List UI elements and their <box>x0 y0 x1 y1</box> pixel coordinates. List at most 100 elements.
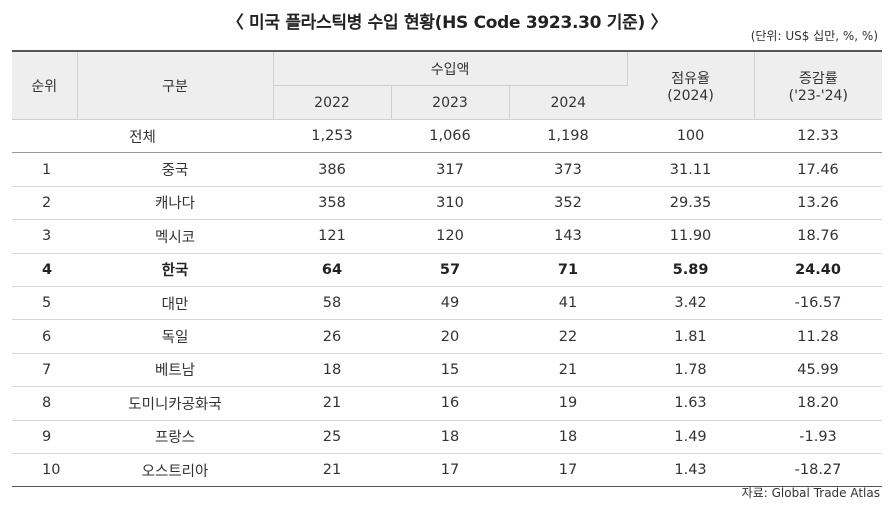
header-year-2022: 2022 <box>273 85 392 120</box>
value-2024-cell: 18 <box>509 420 628 454</box>
value-2024-cell: 352 <box>509 186 628 221</box>
share-cell: 1.43 <box>627 453 755 488</box>
rank-cell: 2 <box>12 186 77 221</box>
change-cell: -16.57 <box>754 286 883 321</box>
header-change-line2: ('23-'24) <box>788 87 848 104</box>
rank-cell: 7 <box>12 353 77 388</box>
value-2022-cell: 21 <box>273 386 391 421</box>
country-cell: 베트남 <box>77 353 273 388</box>
value-2023-cell: 120 <box>391 219 509 254</box>
source-note: 자료: Global Trade Atlas <box>741 486 880 500</box>
header-year-2023: 2023 <box>391 85 510 120</box>
country-cell: 멕시코 <box>77 219 273 254</box>
total-label: 전체 <box>12 119 273 154</box>
header-share-line1: 점유율 <box>671 70 710 87</box>
country-cell: 오스트리아 <box>77 453 273 488</box>
change-cell: -18.27 <box>754 453 883 488</box>
total-2022: 1,253 <box>273 119 391 154</box>
total-row: 전체 1,253 1,066 1,198 100 12.33 <box>12 119 883 154</box>
header-category: 구분 <box>77 50 274 120</box>
table-title: 〈 미국 플라스틱병 수입 현황(HS Code 3923.30 기준) 〉 <box>226 13 668 33</box>
rank-cell: 5 <box>12 286 77 321</box>
value-2024-cell: 71 <box>509 253 628 287</box>
rank-cell: 3 <box>12 219 77 254</box>
header-imports: 수입액 <box>273 50 628 86</box>
share-cell: 1.81 <box>627 319 755 354</box>
value-2023-cell: 15 <box>391 353 509 388</box>
value-2022-cell: 25 <box>273 420 391 454</box>
country-cell: 도미니카공화국 <box>77 386 273 421</box>
value-2024-cell: 143 <box>509 219 628 254</box>
total-2023: 1,066 <box>391 119 509 154</box>
rank-cell: 9 <box>12 420 77 454</box>
value-2024-cell: 41 <box>509 286 628 321</box>
share-cell: 11.90 <box>627 219 755 254</box>
value-2023-cell: 57 <box>391 253 509 287</box>
table-row: 10 오스트리아 21 17 17 1.43 -18.27 <box>12 453 883 488</box>
value-2024-cell: 21 <box>509 353 628 388</box>
value-2024-cell: 373 <box>509 152 628 187</box>
table-row: 1 중국 386 317 373 31.11 17.46 <box>12 152 883 187</box>
change-cell: 18.20 <box>754 386 883 421</box>
change-cell: 11.28 <box>754 319 883 354</box>
unit-note: (단위: US$ 십만, %, %) <box>750 29 878 43</box>
table-row: 4 한국 64 57 71 5.89 24.40 <box>12 253 883 287</box>
value-2024-cell: 22 <box>509 319 628 354</box>
share-cell: 31.11 <box>627 152 755 187</box>
total-change: 12.33 <box>754 119 883 154</box>
share-cell: 3.42 <box>627 286 755 321</box>
value-2022-cell: 386 <box>273 152 391 187</box>
value-2023-cell: 20 <box>391 319 509 354</box>
table-row: 5 대만 58 49 41 3.42 -16.57 <box>12 286 883 321</box>
country-cell: 대만 <box>77 286 273 321</box>
import-table: 순위 구분 수입액 점유율 (2024) 증감률 ('23-'24) 2022 … <box>12 50 883 488</box>
value-2023-cell: 317 <box>391 152 509 187</box>
value-2024-cell: 17 <box>509 453 628 488</box>
value-2023-cell: 17 <box>391 453 509 488</box>
table-row: 2 캐나다 358 310 352 29.35 13.26 <box>12 186 883 221</box>
value-2024-cell: 19 <box>509 386 628 421</box>
header-change-line1: 증감률 <box>798 70 838 87</box>
header-rank: 순위 <box>12 50 78 120</box>
header-change: 증감률 ('23-'24) <box>754 50 883 120</box>
rank-cell: 8 <box>12 386 77 421</box>
rank-cell: 1 <box>12 152 77 187</box>
country-cell: 캐나다 <box>77 186 273 221</box>
share-cell: 29.35 <box>627 186 755 221</box>
header-year-2024: 2024 <box>509 85 628 120</box>
value-2023-cell: 310 <box>391 186 509 221</box>
change-cell: 13.26 <box>754 186 883 221</box>
table-row: 3 멕시코 121 120 143 11.90 18.76 <box>12 219 883 254</box>
value-2022-cell: 18 <box>273 353 391 388</box>
country-cell: 독일 <box>77 319 273 354</box>
share-cell: 1.78 <box>627 353 755 388</box>
change-cell: -1.93 <box>754 420 883 454</box>
change-cell: 45.99 <box>754 353 883 388</box>
change-cell: 17.46 <box>754 152 883 187</box>
table-row: 6 독일 26 20 22 1.81 11.28 <box>12 319 883 354</box>
table-row: 7 베트남 18 15 21 1.78 45.99 <box>12 353 883 388</box>
total-share: 100 <box>627 119 755 154</box>
value-2022-cell: 21 <box>273 453 391 488</box>
value-2023-cell: 16 <box>391 386 509 421</box>
country-cell: 중국 <box>77 152 273 187</box>
value-2022-cell: 58 <box>273 286 391 321</box>
value-2022-cell: 64 <box>273 253 391 287</box>
table-row: 8 도미니카공화국 21 16 19 1.63 18.20 <box>12 386 883 421</box>
value-2022-cell: 358 <box>273 186 391 221</box>
rank-cell: 6 <box>12 319 77 354</box>
country-cell: 한국 <box>77 253 273 287</box>
share-cell: 5.89 <box>627 253 755 287</box>
value-2023-cell: 18 <box>391 420 509 454</box>
total-2024: 1,198 <box>509 119 628 154</box>
value-2023-cell: 49 <box>391 286 509 321</box>
header-share-line2: (2024) <box>667 87 714 104</box>
change-cell: 24.40 <box>754 253 883 287</box>
value-2022-cell: 121 <box>273 219 391 254</box>
value-2022-cell: 26 <box>273 319 391 354</box>
rank-cell: 10 <box>12 453 77 488</box>
country-cell: 프랑스 <box>77 420 273 454</box>
rank-cell: 4 <box>12 253 77 287</box>
share-cell: 1.63 <box>627 386 755 421</box>
change-cell: 18.76 <box>754 219 883 254</box>
